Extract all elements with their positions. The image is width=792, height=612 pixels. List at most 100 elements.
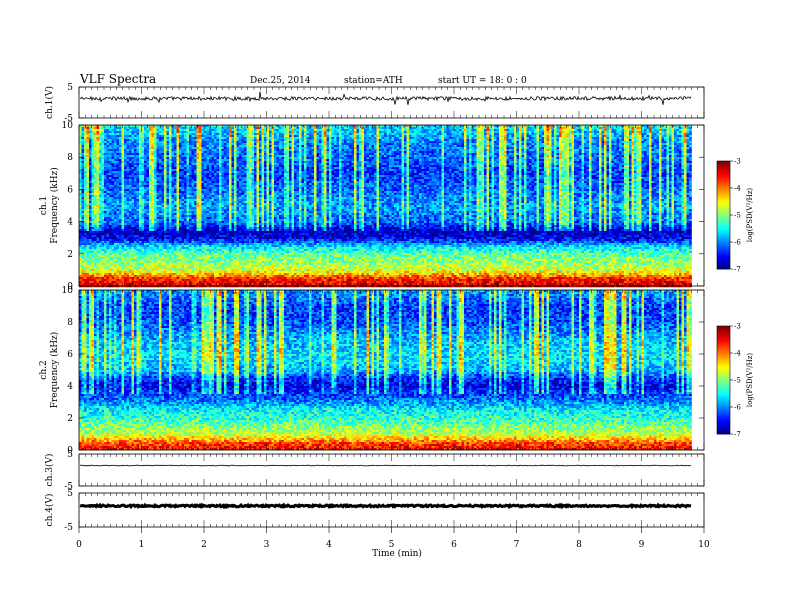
spectrogram-cell <box>189 219 192 222</box>
spectrogram-cell <box>161 187 165 190</box>
spectrogram-cell <box>91 269 95 272</box>
spectrogram-cell <box>164 125 167 128</box>
figure-title: VLF Spectra <box>79 72 156 86</box>
spectrogram-cell <box>94 227 97 230</box>
spectrogram-cell <box>84 265 87 268</box>
spectrogram-cell <box>84 229 87 232</box>
spectrogram-cell <box>194 281 197 284</box>
spectrogram-cell <box>189 153 192 156</box>
spectrogram-cell <box>124 269 127 272</box>
spectrogram-cell <box>166 263 170 266</box>
spectrogram-cell <box>114 185 117 188</box>
spectrogram-cell <box>116 265 120 268</box>
spectrogram-cell <box>116 169 120 172</box>
spectrogram-cell <box>219 277 222 280</box>
spectrogram-cell <box>151 279 155 282</box>
spectrogram-cell <box>79 153 82 156</box>
spectrogram-cell <box>174 209 177 212</box>
spectrogram-cell <box>94 175 97 178</box>
spectrogram-cell <box>186 251 190 254</box>
spectrogram-cell <box>224 219 227 222</box>
spectrogram-cell <box>156 247 160 250</box>
spectrogram-cell <box>176 211 180 214</box>
spectrogram-cell <box>194 125 197 128</box>
spectrogram-cell <box>81 147 85 150</box>
spectrogram-cell <box>129 201 132 204</box>
spectrogram-cell <box>124 145 127 148</box>
spectrogram-cell <box>116 195 120 198</box>
spectrogram-cell <box>219 139 222 142</box>
spectrogram-cell <box>181 207 185 210</box>
spectrogram-cell <box>79 227 82 230</box>
spectrogram-cell <box>89 247 92 250</box>
spectrogram-cell <box>201 191 205 194</box>
spectrogram-cell <box>144 189 147 192</box>
spectrogram-cell <box>174 155 177 158</box>
spectrogram-cell <box>146 131 150 134</box>
spectrogram-cell <box>184 233 187 236</box>
spectrogram-cell <box>146 271 150 274</box>
spectrogram-cell <box>186 225 190 228</box>
spectrogram-cell <box>149 237 152 240</box>
spectrogram-cell <box>79 225 82 228</box>
spectrogram-cell <box>94 171 97 174</box>
spectrogram-cell <box>111 269 115 272</box>
spectrogram-cell <box>156 227 160 230</box>
spectrogram-cell <box>111 169 115 172</box>
spectrogram-cell <box>79 231 82 234</box>
spectrogram-cell <box>144 213 147 216</box>
spectrogram-cell <box>151 275 155 278</box>
spectrogram-cell <box>209 239 212 242</box>
spectrogram-cell <box>151 243 155 246</box>
spectrogram-cell <box>179 205 182 208</box>
spectrogram-cell <box>104 143 107 146</box>
spectrogram-cell <box>106 251 110 254</box>
spectrogram-cell <box>199 197 202 200</box>
spectrogram-cell <box>179 139 182 142</box>
spectrogram-cell <box>176 247 180 250</box>
spectrogram-cell <box>196 241 200 244</box>
spectrogram-cell <box>171 181 175 184</box>
spectrogram-cell <box>104 277 107 280</box>
spectrogram-cell <box>171 245 175 248</box>
spectrogram-cell <box>194 269 197 272</box>
spectrogram-cell <box>161 131 165 134</box>
spectrogram-cell <box>121 273 125 276</box>
spectrogram-cell <box>186 135 190 138</box>
spectrogram-cell <box>104 225 107 228</box>
spectrogram-cell <box>211 217 215 220</box>
spectrogram-cell <box>144 145 147 148</box>
spectrogram-cell <box>116 191 120 194</box>
spectrogram-cell <box>211 189 215 192</box>
spectrogram-cell <box>104 261 107 264</box>
spectrogram-cell <box>204 239 207 242</box>
spectrogram-cell <box>216 175 220 178</box>
spectrogram-cell <box>216 161 220 164</box>
spectrogram-cell <box>99 209 102 212</box>
spectrogram-cell <box>191 161 195 164</box>
spectrogram-cell <box>96 205 100 208</box>
spectrogram-cell <box>194 237 197 240</box>
spectrogram-cell <box>186 171 190 174</box>
spectrogram-cell <box>186 229 190 232</box>
spectrogram-cell <box>151 137 155 140</box>
spectrogram-cell <box>151 261 155 264</box>
spectrogram-cell <box>164 155 167 158</box>
spectrogram-cell <box>99 235 102 238</box>
spectrogram-cell <box>181 127 185 130</box>
spectrogram-cell <box>144 149 147 152</box>
spectrogram-cell <box>154 249 157 252</box>
spectrogram-cell <box>119 163 122 166</box>
spectrogram-cell <box>116 183 120 186</box>
spectrogram-cell <box>149 279 152 282</box>
spectrogram-cell <box>81 211 85 214</box>
spectrogram-cell <box>146 135 150 138</box>
spectrogram-cell <box>214 211 217 214</box>
spectrogram-cell <box>124 207 127 210</box>
spectrogram-cell <box>191 143 195 146</box>
spectrogram-cell <box>126 161 130 164</box>
spectrogram-cell <box>174 243 177 246</box>
spectrogram-cell <box>129 169 132 172</box>
spectrogram-cell <box>159 213 162 216</box>
spectrogram-cell <box>116 267 120 270</box>
